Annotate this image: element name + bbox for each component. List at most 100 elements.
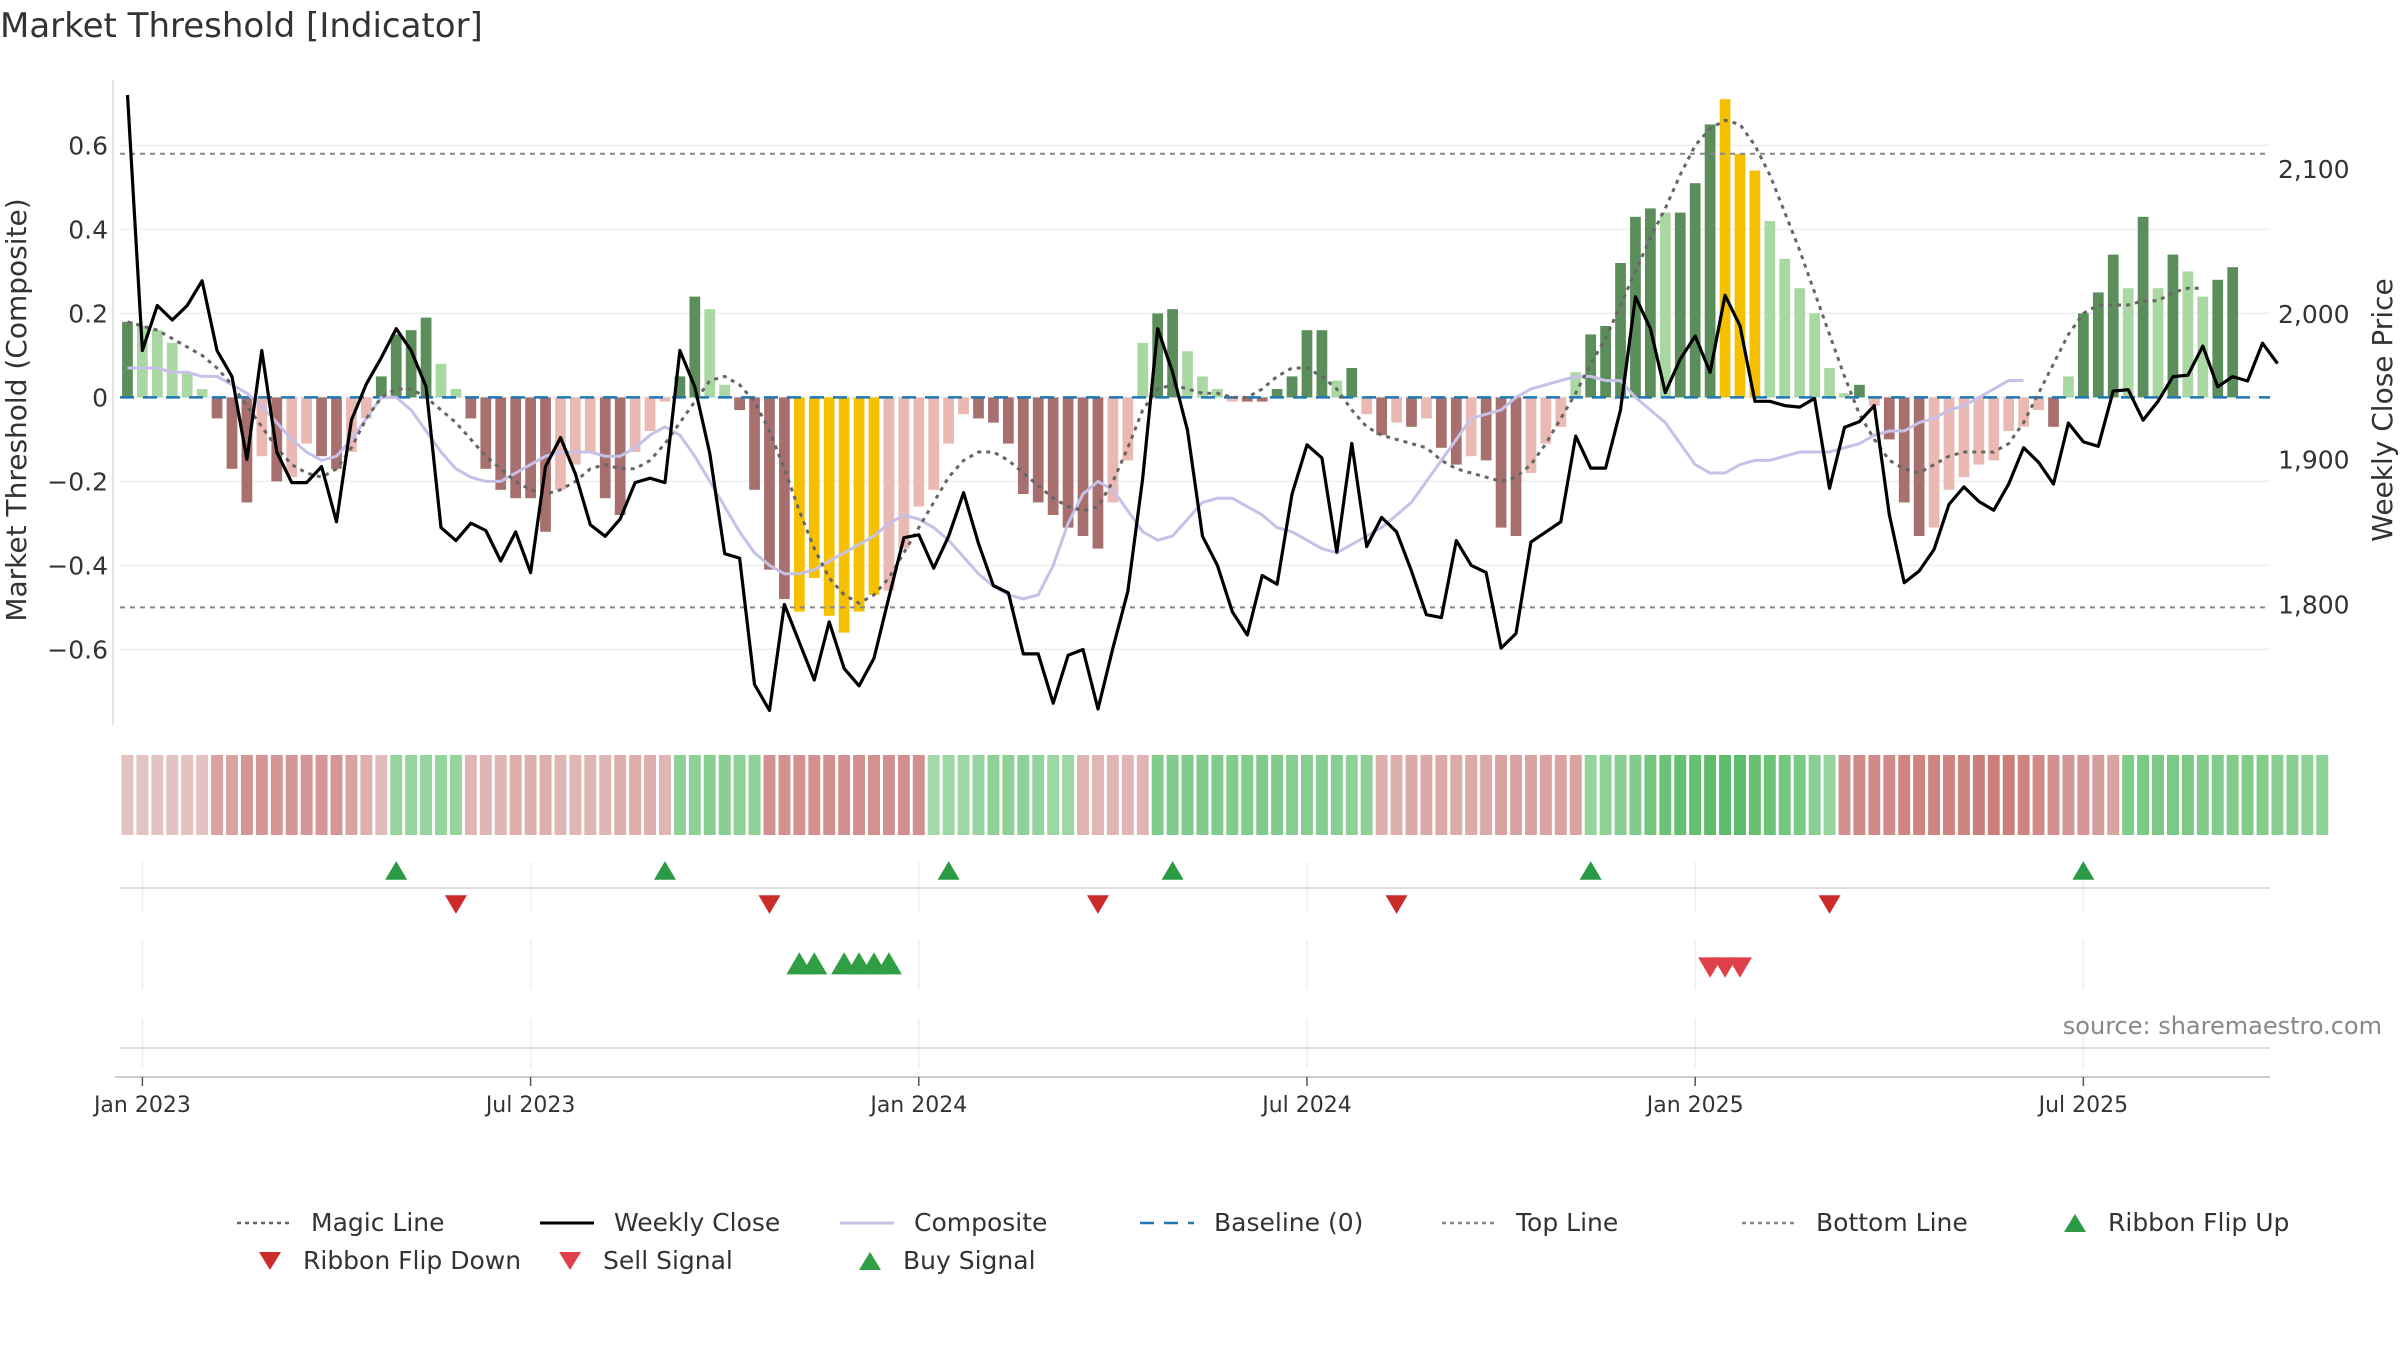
ribbon-flip-up-marker bbox=[653, 861, 676, 880]
ribbon-cell bbox=[1957, 755, 1970, 835]
composite-bar bbox=[2018, 397, 2030, 427]
composite-bar bbox=[1002, 397, 1014, 444]
right-tick-label: 1,800 bbox=[2278, 591, 2350, 620]
composite-bar bbox=[1689, 183, 1701, 398]
composite-bar bbox=[465, 397, 477, 419]
composite-bar bbox=[734, 397, 745, 410]
legend-swatch bbox=[2064, 1213, 2086, 1232]
composite-bar bbox=[1794, 288, 1806, 398]
composite-bar bbox=[1421, 397, 1432, 419]
legend-item-flip_up: Ribbon Flip Up bbox=[2060, 1208, 2289, 1237]
ribbon-cell bbox=[942, 755, 955, 835]
composite-bar bbox=[1406, 397, 1417, 427]
ribbon-cell bbox=[151, 755, 164, 835]
ribbon-cell bbox=[912, 755, 925, 835]
composite-bar bbox=[1555, 397, 1567, 427]
composite-bar bbox=[1973, 397, 1985, 465]
composite-bar bbox=[1734, 153, 1746, 398]
composite-bar bbox=[644, 397, 656, 431]
composite-bar bbox=[1122, 397, 1134, 461]
composite-bar bbox=[1032, 397, 1044, 503]
ribbon-cell bbox=[1390, 755, 1403, 835]
composite-bar bbox=[1868, 397, 1880, 406]
source-credit: source: sharemaestro.com bbox=[2062, 1012, 2382, 1040]
ribbon-cell bbox=[1077, 755, 1089, 835]
ribbon-cell bbox=[166, 755, 179, 835]
composite-bar bbox=[1540, 397, 1552, 444]
ribbon-cell bbox=[211, 755, 224, 835]
ribbon-cell bbox=[1106, 755, 1119, 835]
ribbon-cell bbox=[1136, 755, 1149, 835]
ribbon-cell bbox=[449, 755, 462, 835]
composite-bar bbox=[629, 397, 641, 452]
ribbon-cell bbox=[2286, 755, 2299, 835]
composite-bar bbox=[1167, 309, 1178, 398]
legend-swatch bbox=[1442, 1221, 1496, 1224]
ribbon-cell bbox=[584, 755, 597, 835]
ribbon-cell bbox=[405, 755, 418, 835]
ribbon-cell bbox=[599, 755, 612, 835]
ribbon-cell bbox=[972, 755, 985, 835]
ribbon-cell bbox=[614, 755, 627, 835]
composite-bar bbox=[2122, 288, 2134, 398]
legend-label: Ribbon Flip Down bbox=[303, 1246, 522, 1275]
ribbon-cell bbox=[1928, 755, 1941, 835]
composite-bar bbox=[2182, 271, 2194, 398]
ribbon-cell bbox=[1972, 755, 1985, 835]
composite-bar bbox=[1824, 368, 1835, 398]
composite-bar bbox=[1988, 397, 2000, 461]
composite-bar bbox=[1854, 384, 1865, 398]
ribbon-cell bbox=[1465, 755, 1478, 835]
composite-bar bbox=[450, 389, 462, 398]
composite-bar bbox=[1465, 397, 1477, 457]
ribbon-cell bbox=[1778, 755, 1791, 835]
ribbon-cell bbox=[1211, 755, 1224, 835]
ribbon-cell bbox=[1435, 755, 1448, 835]
composite-bar bbox=[1286, 376, 1298, 398]
buy-signal-marker bbox=[875, 952, 902, 975]
ribbon-cell bbox=[1047, 755, 1060, 835]
left-tick-label: −0.2 bbox=[47, 467, 108, 496]
ribbon-flip-up-marker bbox=[937, 861, 960, 880]
ribbon-cell bbox=[1330, 755, 1343, 835]
composite-bar bbox=[1137, 342, 1149, 398]
composite-bar bbox=[525, 397, 536, 499]
composite-bar bbox=[331, 397, 342, 469]
ribbon-cell bbox=[121, 755, 134, 835]
ribbon-cell bbox=[927, 755, 940, 835]
ribbon-cell bbox=[494, 755, 507, 835]
chart-title: Market Threshold [Indicator] bbox=[0, 6, 483, 46]
ribbon-cell bbox=[285, 755, 298, 835]
composite-bar bbox=[1510, 397, 1522, 536]
ribbon-cell bbox=[1241, 755, 1254, 835]
ribbon-flip-down-marker bbox=[444, 895, 467, 914]
ribbon-cell bbox=[255, 755, 268, 835]
ribbon-cell bbox=[1032, 755, 1045, 835]
ribbon-cell bbox=[823, 755, 836, 835]
ribbon-cell bbox=[390, 755, 403, 835]
composite-bar bbox=[1361, 397, 1373, 415]
ribbon-flip-down-marker bbox=[1385, 895, 1408, 914]
composite-bar bbox=[555, 397, 566, 490]
signal-panel bbox=[120, 940, 2270, 1068]
composite-bar bbox=[570, 397, 581, 465]
ribbon-cell bbox=[1704, 755, 1717, 835]
ribbon-cell bbox=[2062, 755, 2075, 835]
composite-bar bbox=[181, 372, 193, 398]
legend-swatch bbox=[237, 1221, 291, 1224]
composite-bar bbox=[2003, 397, 2015, 431]
composite-bar bbox=[584, 397, 596, 452]
composite-bar bbox=[1376, 397, 1388, 436]
ribbon-cell bbox=[2107, 755, 2120, 835]
composite-bar bbox=[1719, 99, 1731, 398]
ribbon-cell bbox=[1420, 755, 1433, 835]
ribbon-cell bbox=[1151, 755, 1164, 835]
ribbon-flip-up-marker bbox=[2072, 861, 2095, 880]
ribbon-cell bbox=[2047, 755, 2060, 835]
ribbon-cell bbox=[1913, 755, 1926, 835]
legend-swatch bbox=[840, 1221, 894, 1224]
ribbon-cell bbox=[2181, 755, 2194, 835]
ribbon-cell bbox=[1569, 755, 1582, 835]
composite-bar bbox=[1346, 368, 1358, 398]
ribbon-cell bbox=[1091, 755, 1104, 835]
